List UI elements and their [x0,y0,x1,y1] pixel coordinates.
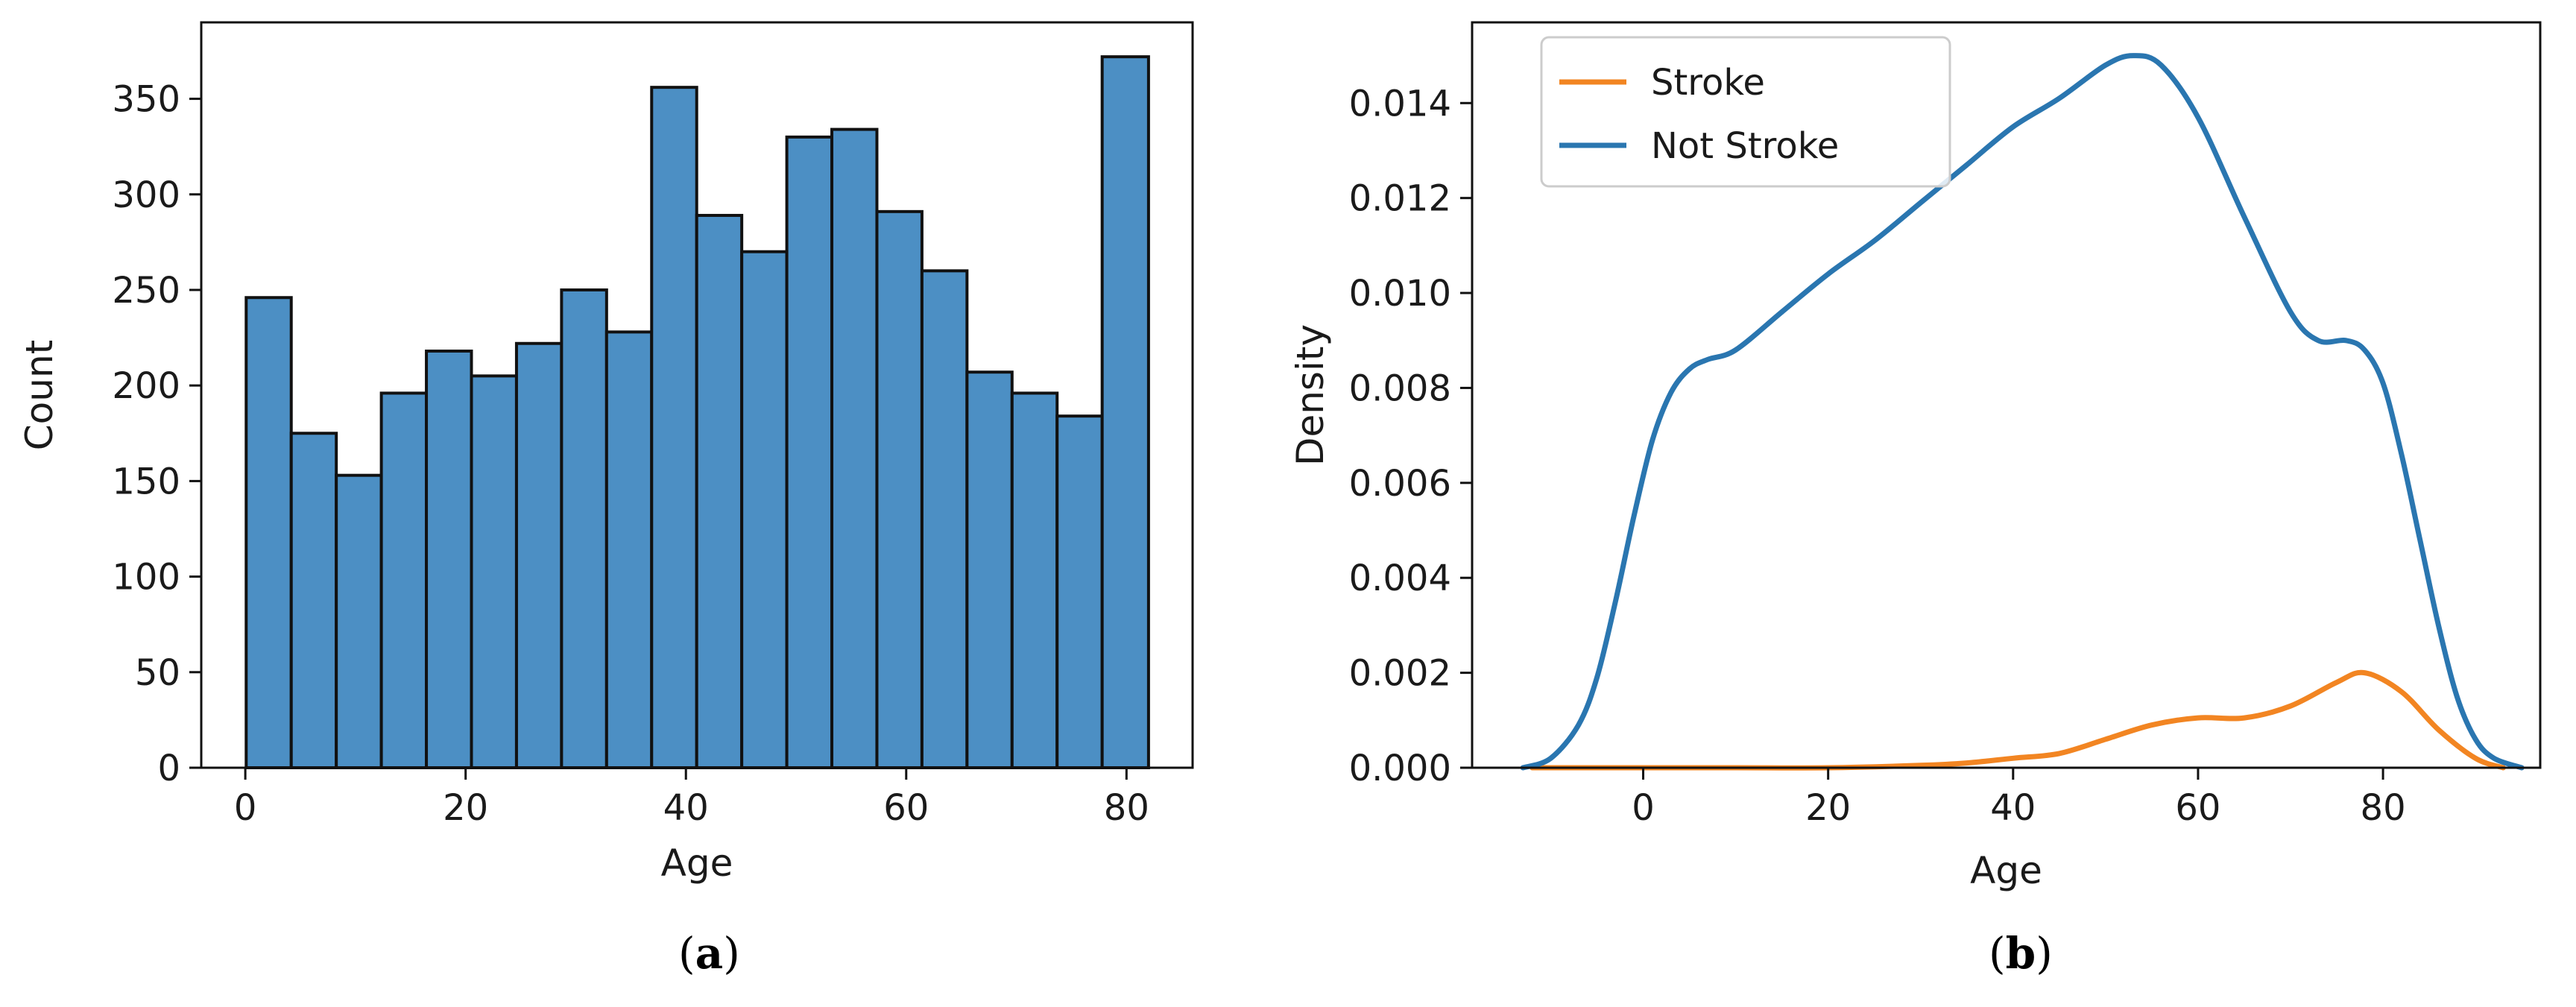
histogram-bar [244,296,293,769]
legend: Stroke Not Stroke [1540,36,1951,188]
legend-not-stroke-label: Not Stroke [1651,125,1839,167]
y-tick-label: 0.010 [1349,273,1451,315]
histogram-bar [425,350,473,769]
histogram-bar [335,473,383,769]
x-tick-label: 60 [883,787,929,829]
y-tick-label: 0 [157,748,180,789]
caption-b-letter: b [2005,928,2036,979]
histogram-bar [560,288,608,769]
y-tick-label: 350 [112,79,180,121]
x-axis-title: Age [1970,849,2042,892]
y-tick-label: 250 [112,270,180,312]
legend-stroke-label: Stroke [1651,62,1765,104]
histogram-bar [695,213,744,769]
y-tick-label: 0.014 [1349,83,1451,124]
x-tick-label: 60 [2175,787,2220,829]
histogram-bar [1055,414,1104,769]
y-tick-label: 0.008 [1349,367,1451,409]
histogram-bar [740,250,789,769]
caption-a-letter: a [695,928,724,979]
chart-a-frame [200,21,1194,769]
x-tick-label: 0 [234,787,257,829]
x-tick-label: 80 [2361,787,2406,829]
caption-b: (b) [1989,928,2053,979]
y-tick-label: 0.002 [1349,653,1451,695]
x-tick-label: 20 [443,787,488,829]
not-stroke-density-line [1520,53,2525,771]
histogram-bar [604,330,654,769]
histogram-bar [920,269,969,770]
x-axis-title: Age [661,842,733,885]
histogram-bar [1010,391,1059,770]
y-tick-label: 150 [112,461,180,502]
histogram-bar [965,370,1014,769]
caption-a: (a) [678,928,740,979]
histogram-bar [514,341,564,769]
y-tick-label: 0.006 [1349,463,1451,505]
chart-b-frame [1471,21,2542,769]
chart-a-histogram: 0 20 40 60 80 0 50 100 150 200 250 300 350 Age Count [18,21,1194,885]
y-tick-label: 0.004 [1349,558,1451,599]
legend-box [1540,36,1951,188]
histogram-bar [830,127,879,770]
y-tick-label: 300 [112,174,180,216]
x-tick-label: 20 [1805,787,1851,829]
histogram-bar [1100,55,1150,769]
histogram-bar [289,432,338,769]
y-tick-label: 0.000 [1349,748,1451,789]
y-tick-label: 200 [112,365,180,407]
x-tick-label: 40 [663,787,709,829]
histogram-bar [470,374,518,770]
y-tick-label: 50 [135,652,180,694]
chart-b-density: 0 20 40 60 80 0.000 0.002 0.004 0.006 0.008 0.010 0… [1289,21,2542,892]
histogram-bar [785,135,834,770]
histogram-bar [875,209,924,770]
y-axis-title: Count [18,340,61,451]
histogram-bar [650,86,698,769]
y-tick-label: 100 [112,557,180,599]
x-tick-label: 40 [1990,787,2036,829]
x-tick-label: 80 [1104,787,1149,829]
y-tick-label: 0.012 [1349,178,1451,220]
y-axis-title: Density [1289,324,1332,466]
histogram-bar [379,391,429,770]
stroke-density-line [1530,669,2506,771]
x-tick-label: 0 [1632,787,1655,829]
